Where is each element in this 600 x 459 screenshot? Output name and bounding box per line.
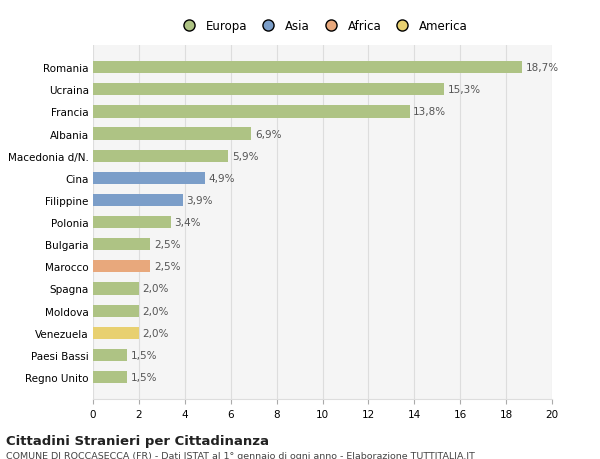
Text: 1,5%: 1,5%	[131, 350, 157, 360]
Text: 2,5%: 2,5%	[154, 240, 181, 250]
Bar	[93, 349, 127, 361]
Text: 15,3%: 15,3%	[448, 85, 481, 95]
Bar	[93, 128, 251, 140]
Bar	[93, 327, 139, 339]
Bar	[93, 261, 151, 273]
Text: Cittadini Stranieri per Cittadinanza: Cittadini Stranieri per Cittadinanza	[6, 434, 269, 447]
Text: 2,0%: 2,0%	[142, 284, 169, 294]
Text: 4,9%: 4,9%	[209, 174, 235, 184]
Text: 3,4%: 3,4%	[175, 218, 201, 228]
Bar	[93, 217, 171, 229]
Text: 2,0%: 2,0%	[142, 328, 169, 338]
Legend: Europa, Asia, Africa, America: Europa, Asia, Africa, America	[174, 17, 471, 36]
Text: 6,9%: 6,9%	[255, 129, 281, 139]
Bar	[93, 62, 522, 74]
Text: 1,5%: 1,5%	[131, 372, 157, 382]
Bar	[93, 283, 139, 295]
Text: COMUNE DI ROCCASECCA (FR) - Dati ISTAT al 1° gennaio di ogni anno - Elaborazione: COMUNE DI ROCCASECCA (FR) - Dati ISTAT a…	[6, 451, 475, 459]
Text: 2,5%: 2,5%	[154, 262, 181, 272]
Text: 5,9%: 5,9%	[232, 151, 259, 162]
Text: 13,8%: 13,8%	[413, 107, 446, 117]
Text: 18,7%: 18,7%	[526, 63, 559, 73]
Bar	[93, 173, 205, 185]
Bar	[93, 195, 182, 207]
Bar	[93, 239, 151, 251]
Bar	[93, 84, 444, 96]
Text: 2,0%: 2,0%	[142, 306, 169, 316]
Bar	[93, 106, 410, 118]
Bar	[93, 305, 139, 317]
Bar	[93, 371, 127, 383]
Bar	[93, 150, 229, 162]
Text: 3,9%: 3,9%	[186, 196, 212, 206]
